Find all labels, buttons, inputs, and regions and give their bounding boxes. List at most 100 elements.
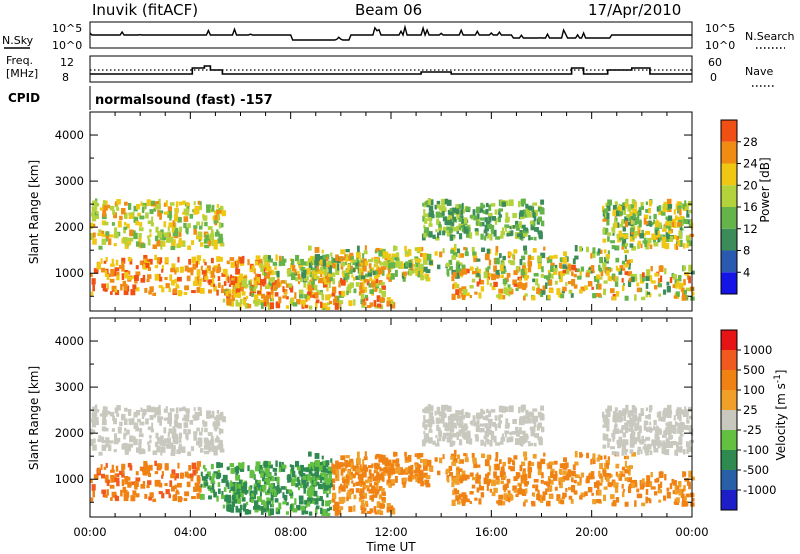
power-cell — [111, 270, 115, 277]
power-cell — [198, 225, 203, 230]
power-cell — [335, 295, 340, 302]
velocity-cell — [207, 432, 213, 436]
power-cell — [478, 292, 482, 299]
power-cell — [168, 222, 173, 228]
velocity-cell — [386, 479, 391, 484]
power-cell — [519, 278, 522, 284]
power-cell — [362, 297, 366, 302]
velocity-colorbar-label: Velocity [m s-1] — [773, 370, 788, 461]
power-cell — [473, 215, 478, 221]
velocity-cell — [508, 438, 513, 443]
velocity-cell — [163, 417, 169, 421]
power-cell — [353, 299, 356, 306]
power-cell — [686, 209, 689, 217]
velocity-cell — [674, 449, 677, 456]
power-cell — [621, 285, 625, 292]
velocity-cell — [196, 427, 200, 432]
power-cell — [677, 205, 682, 210]
velocity-cell — [268, 464, 273, 469]
power-cell — [438, 205, 444, 211]
power-cell — [288, 283, 293, 288]
power-cell — [132, 211, 135, 219]
velocity-cell — [292, 508, 298, 513]
velocity-cell — [227, 482, 230, 490]
freq-trace — [90, 65, 692, 75]
velocity-cell — [216, 495, 219, 502]
power-cell — [369, 289, 375, 294]
power-cell — [658, 222, 662, 229]
velocity-cell — [214, 437, 220, 443]
velocity-cell — [294, 498, 297, 505]
velocity-cell — [328, 506, 332, 511]
velocity-cell — [674, 485, 679, 493]
velocity-cell — [386, 506, 391, 512]
velocity-cell — [456, 454, 461, 460]
power-cell — [655, 229, 658, 236]
power-cell — [683, 218, 689, 224]
power-cell — [451, 275, 455, 282]
power-cell — [504, 224, 510, 229]
velocity-cell — [110, 497, 113, 501]
power-cell — [121, 261, 125, 269]
power-cell — [453, 216, 457, 222]
power-cell — [564, 269, 570, 275]
power-cell — [289, 269, 292, 275]
velocity-cell — [602, 433, 606, 440]
velocity-cell — [571, 477, 574, 483]
velocity-cell — [392, 459, 398, 463]
power-cell — [216, 210, 222, 214]
power-cell — [435, 229, 438, 233]
power-cell — [628, 214, 632, 222]
velocity-cell — [127, 482, 133, 486]
ytick-label: 2000 — [55, 220, 84, 234]
velocity-cell — [187, 473, 191, 479]
velocity-cell — [332, 464, 337, 469]
power-cell — [360, 299, 363, 305]
power-cell — [456, 294, 461, 299]
power-cell — [296, 260, 301, 265]
velocity-cell — [97, 467, 101, 474]
velocity-cell — [439, 419, 444, 424]
power-cell — [574, 267, 577, 273]
power-cell — [315, 253, 320, 261]
power-cell — [504, 227, 507, 232]
power-cell — [256, 277, 260, 284]
power-cell — [478, 274, 481, 280]
power-cell — [685, 287, 690, 292]
velocity-cell — [495, 442, 501, 446]
power-cell — [96, 210, 99, 215]
velocity-cell — [554, 470, 558, 475]
velocity-cell — [484, 423, 488, 429]
velocity-cell — [450, 455, 455, 460]
velocity-cell — [451, 461, 457, 466]
velocity-cell — [508, 465, 511, 470]
power-cell — [267, 291, 271, 296]
velocity-cell — [493, 463, 497, 471]
power-cell — [306, 275, 309, 281]
velocity-cell — [121, 470, 125, 478]
velocity-cell — [149, 439, 152, 444]
power-cell — [608, 268, 612, 272]
power-cell — [172, 230, 177, 237]
velocity-cell — [550, 468, 555, 473]
velocity-cell — [172, 426, 176, 433]
colorbar-tick-label: -1000 — [743, 483, 776, 497]
power-cell — [546, 257, 551, 261]
power-cell — [319, 259, 323, 265]
power-cell — [476, 281, 480, 287]
power-cell — [548, 288, 554, 293]
power-cell — [280, 259, 286, 266]
power-cell — [383, 266, 387, 270]
velocity-cell — [191, 462, 197, 470]
velocity-cell — [452, 489, 455, 496]
velocity-cell — [523, 451, 528, 457]
velocity-cell — [240, 492, 244, 498]
power-cell — [612, 223, 617, 229]
velocity-cell — [123, 432, 128, 436]
velocity-cell — [579, 495, 583, 500]
power-cell — [541, 266, 544, 273]
power-cell — [423, 209, 426, 216]
power-cell — [546, 275, 551, 281]
velocity-cell — [369, 508, 374, 513]
power-cell — [289, 285, 294, 290]
